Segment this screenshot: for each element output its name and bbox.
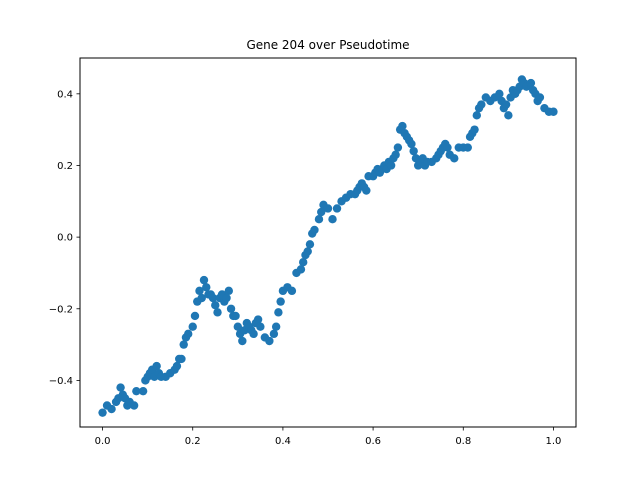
data-point [256,322,265,331]
data-point [177,354,186,364]
data-point [238,336,247,346]
x-tick-label: 0.8 [455,436,471,447]
y-tick-label: 0.0 [57,233,73,244]
data-point [450,154,459,163]
data-point [296,265,306,274]
x-tick-label: 0.2 [185,436,201,447]
data-point [202,283,211,292]
data-point [233,322,243,331]
data-point [253,315,263,324]
data-point [274,308,283,317]
data-point [495,89,504,99]
data-point [213,308,222,317]
chart-title: Gene 204 over Pseudotime [246,38,409,52]
data-point [443,143,452,152]
data-point [129,401,139,410]
x-tick-label: 0.0 [95,436,111,447]
data-point [303,247,312,256]
data-point [211,300,220,310]
data-point [305,240,315,249]
data-point [107,404,116,414]
data-point [332,204,342,213]
data-point [463,143,472,152]
data-point [323,204,333,213]
data-point [132,386,141,396]
data-point [231,311,240,321]
x-axis-ticks: 0.0 0.2 0.4 0.6 0.8 1.0 [95,427,562,447]
data-point [386,161,396,170]
data-point [208,293,218,303]
data-point [407,139,416,149]
data-point [179,340,188,349]
data-point [526,78,536,88]
data-point [276,297,285,306]
y-axis-ticks: −0.4 −0.2 0.0 0.2 0.4 [49,89,80,387]
data-point [328,215,337,224]
data-point [222,293,231,303]
data-point [398,121,407,131]
data-point [172,361,182,371]
data-point [188,322,197,331]
data-point [138,386,148,396]
data-point [470,125,479,134]
data-point [362,186,371,195]
data-point [310,225,319,235]
data-point [190,311,200,321]
data-points [98,75,558,417]
data-point [116,383,125,392]
data-point [477,100,486,109]
data-point [269,329,279,339]
y-tick-label: −0.4 [49,376,73,387]
plot-frame [79,57,577,428]
data-point [391,150,400,159]
x-tick-label: 0.6 [365,436,381,447]
y-tick-label: −0.2 [49,304,73,315]
data-point [224,286,233,296]
data-point [197,293,206,303]
data-point [549,107,558,116]
data-point [199,275,209,285]
data-point [98,408,107,417]
data-point [317,207,326,217]
data-point [195,286,204,296]
x-tick-label: 0.4 [275,436,291,447]
data-point [535,93,545,102]
data-point [501,100,511,109]
y-tick-label: 0.4 [57,89,73,100]
data-point [265,336,274,346]
data-point [472,111,481,120]
y-tick-label: 0.2 [57,161,73,172]
data-point [287,286,297,296]
data-point [184,329,193,339]
data-point [314,215,324,224]
data-point [409,146,418,156]
data-point [393,143,403,152]
data-point [249,329,258,339]
data-point [271,322,281,331]
data-point [226,304,236,313]
data-point [504,111,513,120]
data-point [152,361,161,371]
x-tick-label: 1.0 [546,436,562,447]
data-point [299,258,308,267]
